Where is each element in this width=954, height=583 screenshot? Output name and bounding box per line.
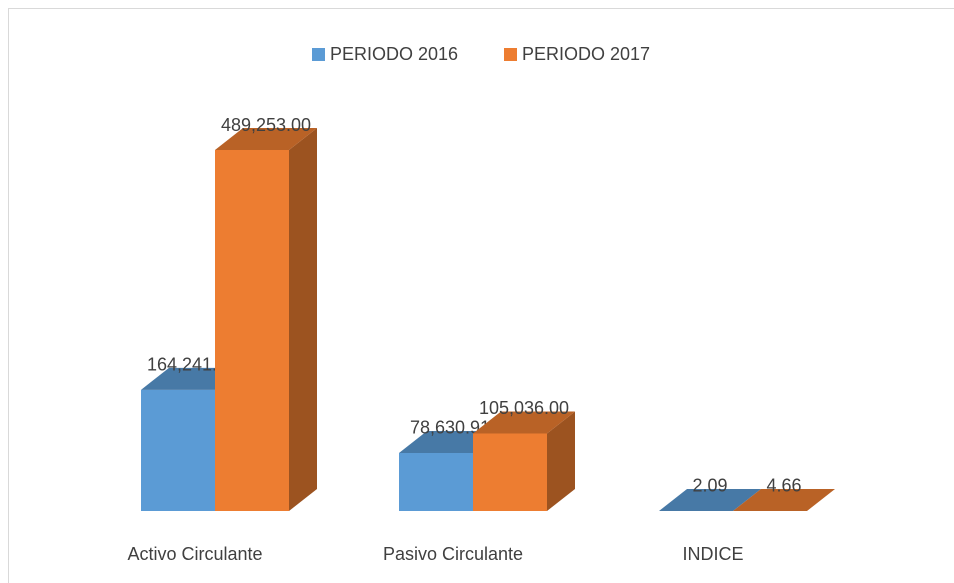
bar xyxy=(733,488,835,511)
legend-label: PERIODO 2017 xyxy=(522,44,650,64)
bar-top xyxy=(659,488,761,511)
data-label: 105,036.00 xyxy=(479,398,569,418)
bar-side xyxy=(289,128,317,511)
data-label: 489,253.00 xyxy=(221,115,311,135)
x-tick-label: Pasivo Circulante xyxy=(383,544,523,564)
bar-top xyxy=(215,128,317,150)
legend-label: PERIODO 2016 xyxy=(330,44,458,64)
x-tick-label: INDICE xyxy=(682,544,743,564)
bar-front xyxy=(473,433,547,511)
bar-front xyxy=(141,389,215,511)
bar-side xyxy=(547,411,575,511)
bar xyxy=(473,411,575,511)
legend-swatch xyxy=(312,48,325,61)
data-label: 4.66 xyxy=(766,476,801,496)
legend-swatch xyxy=(504,48,517,61)
bar xyxy=(215,128,317,511)
data-label: 78,630.91 xyxy=(410,418,490,438)
bar-top xyxy=(733,488,835,511)
bar-front xyxy=(399,452,473,511)
data-label: 2.09 xyxy=(692,476,727,496)
bar-front xyxy=(215,150,289,511)
bar-top xyxy=(473,411,575,434)
x-tick-label: Activo Circulante xyxy=(127,544,262,564)
bar-side xyxy=(807,488,835,511)
data-label: 164,241.36 xyxy=(147,355,237,375)
